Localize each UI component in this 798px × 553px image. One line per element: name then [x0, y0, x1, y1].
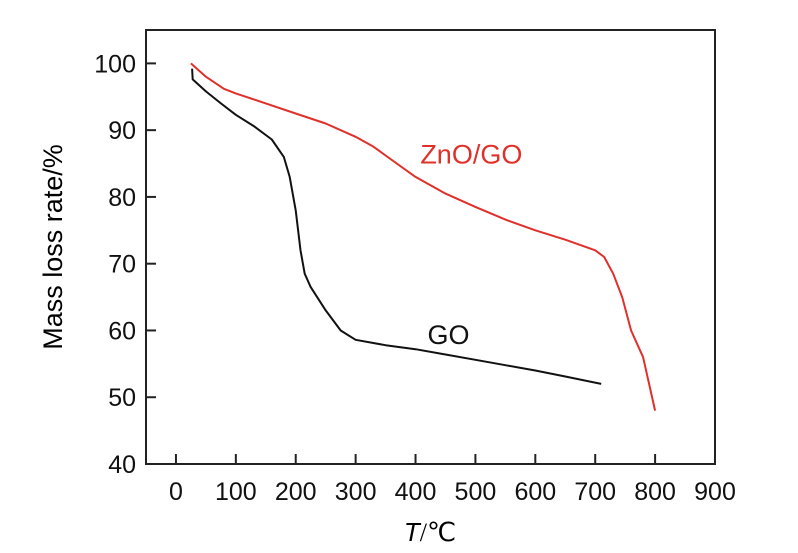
x-tick-label: 0 [169, 478, 183, 506]
x-tick-label: 200 [275, 478, 317, 506]
series-line-zno-go [190, 62, 657, 411]
x-tick-label: 700 [574, 478, 616, 506]
plot-frame [145, 29, 716, 465]
y-tick-label: 40 [108, 451, 136, 479]
y-tick-label: 90 [108, 117, 136, 145]
y-tick-label: 70 [108, 251, 136, 279]
x-tick-label: 600 [514, 478, 556, 506]
x-axis-label: T/℃ [404, 517, 456, 547]
x-axis-label-symbol: T [404, 517, 422, 547]
series-line-go [191, 68, 602, 385]
series-label: GO [428, 320, 470, 350]
x-tick-label: 900 [694, 478, 736, 506]
y-axis-label: Mass loss rate/% [38, 144, 68, 350]
y-tick-label: 80 [108, 184, 136, 212]
y-tick-label: 60 [108, 317, 136, 345]
x-axis-label-unit: /℃ [420, 518, 456, 547]
x-tick-label: 100 [215, 478, 257, 506]
y-tick-label: 50 [108, 384, 136, 412]
x-tick-label: 500 [455, 478, 497, 506]
y-tick-label: 100 [94, 50, 136, 78]
x-tick-label: 400 [395, 478, 437, 506]
x-tick-label: 800 [634, 478, 676, 506]
x-tick-label: 300 [335, 478, 377, 506]
series-label: ZnO/GO [420, 140, 522, 170]
